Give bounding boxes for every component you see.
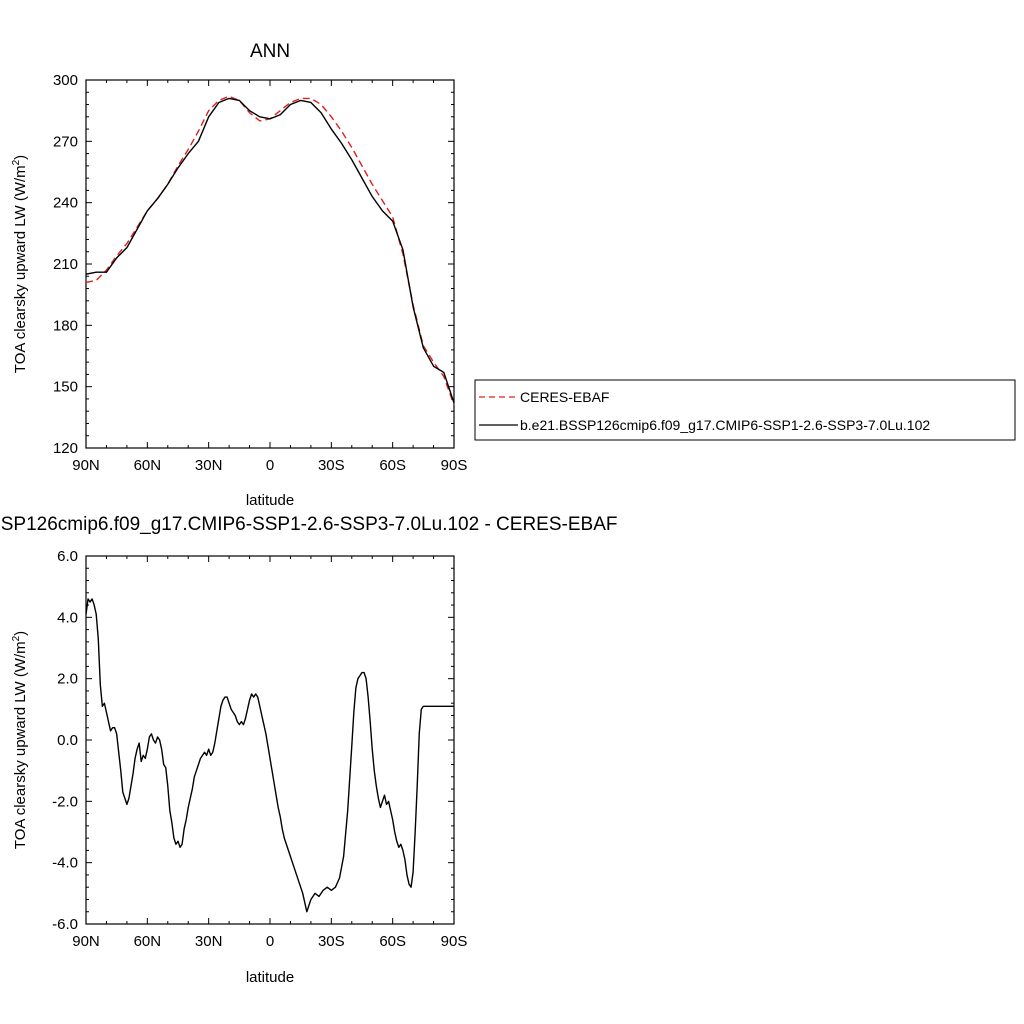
y-tick-label: -6.0: [52, 916, 78, 933]
x-tick-label: 90S: [441, 457, 468, 474]
bottom-panel-frame: [85, 555, 455, 925]
y-tick-label: 2.0: [57, 671, 78, 688]
bottom-panel-x-axis: 90N 60N 30N 0 30S 60S 90S: [72, 556, 467, 950]
top-panel-frame: [85, 79, 455, 449]
legend-label-model: b.e21.BSSP126cmip6.f09_g17.CMIP6-SSP1-2.…: [520, 417, 930, 433]
x-tick-label: 90N: [72, 933, 100, 950]
bottom-panel-x-label: latitude: [246, 969, 294, 986]
y-tick-label: 150: [53, 379, 78, 396]
series-line-model: [85, 97, 455, 404]
x-tick-label: 90N: [72, 457, 100, 474]
x-tick-label: 0: [266, 457, 274, 474]
x-tick-label: 60S: [379, 933, 406, 950]
y-tick-label: 180: [53, 317, 78, 334]
y-tick-label: 210: [53, 256, 78, 273]
x-tick-label: 30N: [195, 933, 223, 950]
x-tick-label: 60N: [134, 457, 162, 474]
y-tick-label: 270: [53, 133, 78, 150]
legend: CERES-EBAF b.e21.BSSP126cmip6.f09_g17.CM…: [474, 379, 1016, 441]
x-tick-label: 60N: [134, 933, 162, 950]
y-tick-label: 0.0: [57, 732, 78, 749]
x-tick-label: 30S: [318, 933, 345, 950]
x-tick-label: 30S: [318, 457, 345, 474]
x-tick-label: 60S: [379, 457, 406, 474]
bottom-panel: b.e21.BSSP126cmip6.f09_g17.CMIP6-SSP1-2.…: [0, 514, 617, 986]
top-panel-y-axis: 120 150 180 210 240 270 300: [53, 72, 454, 457]
series-line-difference: [85, 598, 454, 913]
top-panel: ANN 90N 60N 30N 0 30S 60S 90S 120 150 180 210 240 2…: [11, 41, 467, 509]
x-tick-label: 90S: [441, 933, 468, 950]
legend-label-ceres: CERES-EBAF: [520, 389, 609, 405]
y-tick-label: -4.0: [52, 855, 78, 872]
y-tick-label: -2.0: [52, 793, 78, 810]
top-panel-x-label: latitude: [246, 492, 294, 509]
top-panel-y-label: TOA clearsky upward LW (W/m2): [11, 155, 29, 373]
bottom-panel-y-axis: -6.0 -4.0 -2.0 0.0 2.0 4.0 6.0: [52, 548, 454, 933]
top-panel-title: ANN: [250, 41, 290, 62]
top-panel-x-axis: 90N 60N 30N 0 30S 60S 90S: [72, 80, 467, 474]
x-tick-label: 30N: [195, 457, 223, 474]
legend-box: [474, 379, 1016, 441]
y-tick-label: 300: [53, 72, 78, 89]
y-tick-label: 6.0: [57, 548, 78, 565]
y-tick-label: 240: [53, 195, 78, 212]
top-panel-series: [85, 95, 455, 406]
bottom-panel-y-label: TOA clearsky upward LW (W/m2): [11, 631, 29, 849]
bottom-panel-series: [85, 598, 454, 913]
series-line-ceres: [85, 95, 455, 406]
y-tick-label: 4.0: [57, 609, 78, 626]
y-tick-label: 120: [53, 440, 78, 457]
x-tick-label: 0: [266, 933, 274, 950]
bottom-panel-title: b.e21.BSSP126cmip6.f09_g17.CMIP6-SSP1-2.…: [0, 514, 617, 535]
